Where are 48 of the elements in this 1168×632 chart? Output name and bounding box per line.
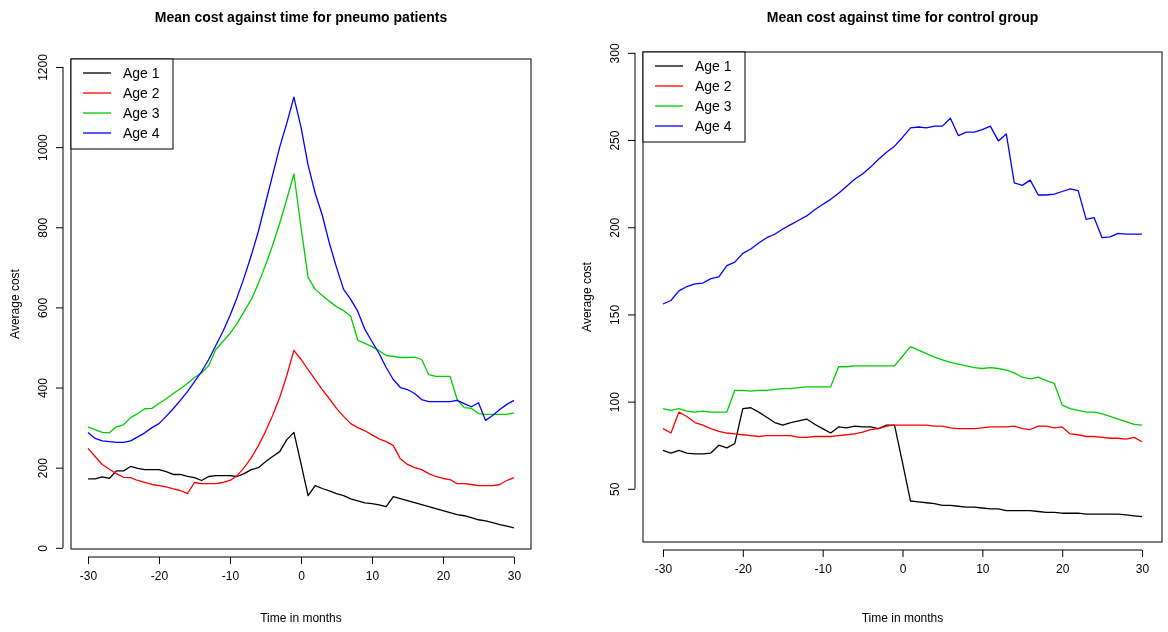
x-axis-title: Time in months	[861, 611, 944, 625]
x-tick-label: 0	[298, 569, 306, 584]
x-tick-label: -10	[814, 562, 833, 577]
legend-label: Age 3	[123, 105, 160, 121]
x-tick-label: 0	[899, 562, 907, 577]
legend-label: Age 3	[695, 98, 732, 114]
x-tick-label: 10	[365, 569, 380, 584]
line-series	[87, 349, 515, 495]
line-series	[87, 173, 515, 434]
x-tick-label: 20	[436, 569, 451, 584]
y-tick-label: 1200	[36, 53, 50, 81]
legend-label: Age 2	[695, 78, 732, 94]
legend-label: Age 4	[695, 118, 732, 134]
y-tick-label: 300	[608, 43, 622, 64]
x-axis-title: Time in months	[260, 611, 342, 625]
line-series	[662, 346, 1143, 426]
x-tick-label: -20	[734, 562, 753, 577]
y-axis-title: Average cost	[580, 261, 594, 332]
legend-label: Age 4	[123, 125, 160, 141]
chart-title: Mean cost against time for pneumo patients	[154, 9, 448, 25]
y-tick-label: 600	[36, 297, 50, 318]
x-tick-label: -30	[79, 569, 98, 584]
y-tick-label: 200	[36, 457, 50, 479]
y-tick-label: 800	[36, 217, 50, 238]
y-tick-label: 150	[608, 304, 622, 325]
chart-title: Mean cost against time for control group	[766, 9, 1039, 25]
y-tick-label: 0	[36, 544, 50, 552]
legend-label: Age 1	[123, 65, 160, 81]
y-axis-title: Average cost	[8, 268, 22, 339]
x-tick-label: 10	[976, 562, 990, 577]
y-tick-label: 1000	[36, 133, 50, 161]
x-tick-label: -20	[150, 569, 169, 584]
line-series	[87, 431, 515, 529]
legend-label: Age 1	[695, 58, 732, 74]
x-tick-label: 30	[507, 569, 522, 584]
y-tick-label: 50	[608, 482, 622, 496]
legend-label: Age 2	[123, 85, 160, 101]
x-tick-label: 30	[1135, 562, 1150, 577]
x-tick-label: 20	[1056, 562, 1070, 577]
line-series	[662, 117, 1143, 305]
line-series	[662, 407, 1143, 518]
y-tick-label: 250	[608, 130, 622, 151]
y-tick-label: 200	[608, 217, 622, 238]
x-tick-label: -30	[654, 562, 673, 577]
x-tick-label: -10	[221, 569, 240, 584]
y-tick-label: 400	[36, 377, 50, 399]
line-series	[662, 411, 1143, 443]
y-tick-label: 100	[608, 391, 622, 413]
